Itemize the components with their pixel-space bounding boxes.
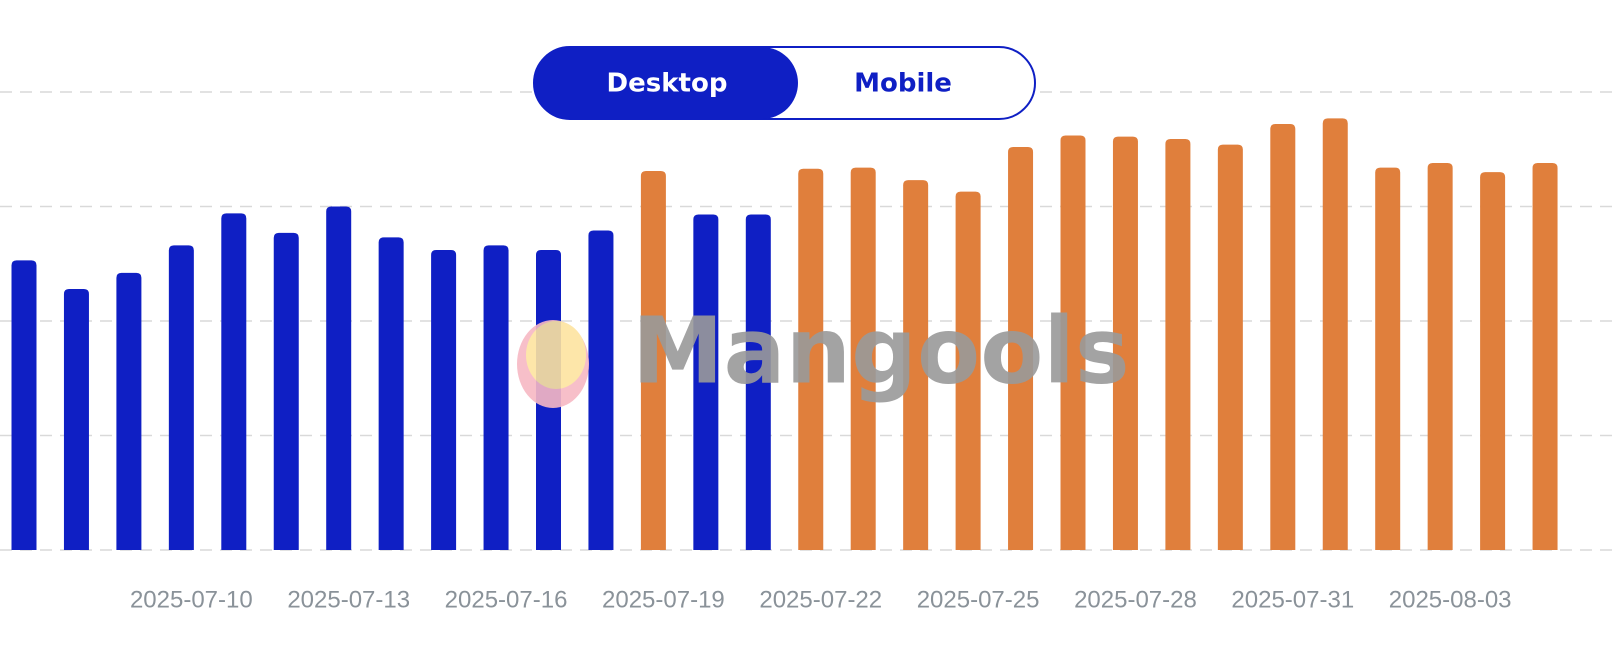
bar [431, 250, 457, 550]
bar [1008, 146, 1034, 550]
bar [1060, 135, 1086, 550]
x-tick-label: 2025-07-22 [759, 586, 882, 613]
bar [1165, 138, 1191, 550]
bar [1532, 162, 1558, 551]
x-tick-label: 2025-07-13 [287, 586, 410, 613]
watermark: Mangools [517, 297, 1130, 408]
bar [640, 171, 666, 550]
bar [483, 245, 509, 550]
bar [168, 245, 194, 550]
toggle: Desktop Mobile [533, 46, 1036, 120]
bar [745, 214, 771, 550]
x-tick-label: 2025-07-10 [130, 586, 253, 613]
x-tick-label: 2025-07-28 [1074, 586, 1197, 613]
bar [798, 168, 824, 550]
bar [326, 206, 352, 550]
bar [588, 230, 614, 551]
bar [221, 213, 247, 550]
bar [11, 260, 37, 550]
bar [955, 191, 981, 551]
bar [1217, 144, 1243, 551]
bar [850, 167, 876, 550]
bars [11, 118, 1558, 551]
toggle-option[interactable]: Desktop [607, 69, 728, 99]
bar [378, 237, 404, 551]
x-tick-label: 2025-07-25 [917, 586, 1040, 613]
x-tick-label: 2025-07-19 [602, 586, 725, 613]
bar [1322, 118, 1348, 551]
bar [116, 272, 142, 550]
watermark-text: Mangools [632, 297, 1130, 404]
bar [1112, 136, 1138, 550]
x-tick-label: 2025-07-31 [1231, 586, 1354, 613]
bar [1480, 172, 1506, 550]
bar [903, 180, 929, 551]
x-tick-label: 2025-07-16 [445, 586, 568, 613]
toggle-active [534, 47, 798, 119]
bar [1427, 162, 1453, 551]
bar [693, 214, 719, 550]
watermark-logo [526, 321, 586, 389]
bar [63, 288, 89, 550]
bar [1270, 124, 1296, 550]
x-tick-label: 2025-08-03 [1389, 586, 1512, 613]
bar [273, 232, 299, 550]
bar [1375, 167, 1401, 550]
toggle-option[interactable]: Mobile [854, 69, 952, 99]
